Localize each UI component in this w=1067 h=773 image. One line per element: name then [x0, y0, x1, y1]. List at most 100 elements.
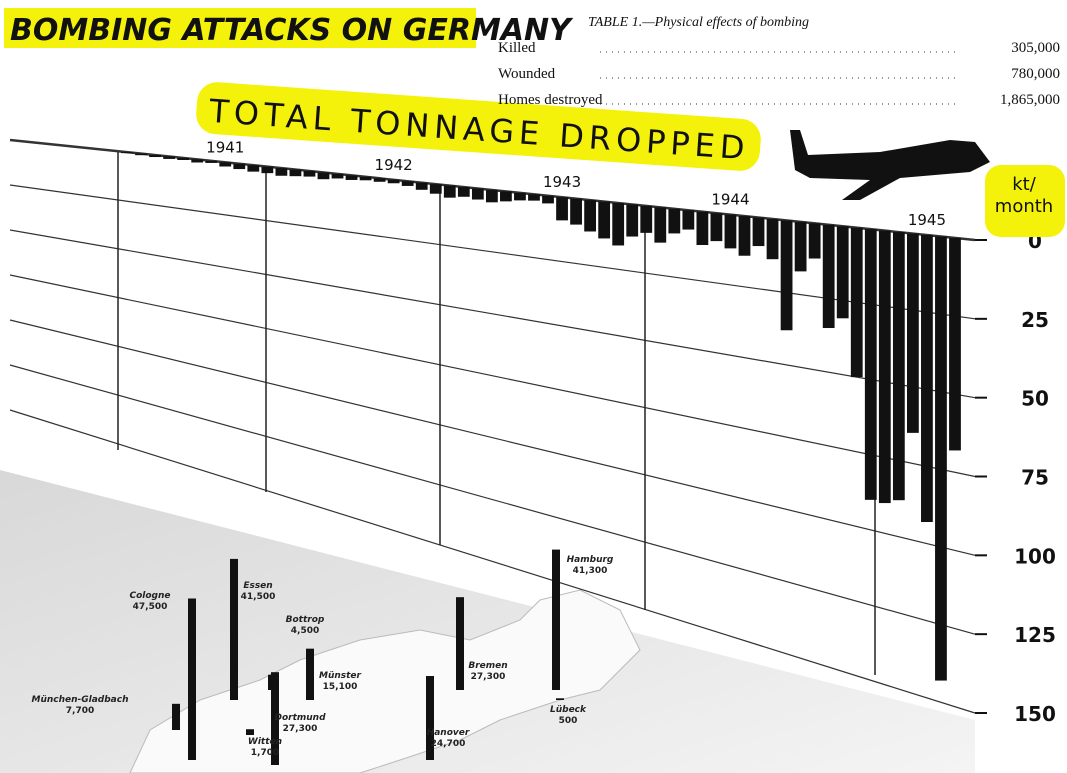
bar [626, 204, 639, 237]
bars: 1941 1942 1943 1944 1945 [121, 138, 961, 681]
bar [331, 173, 344, 179]
bar [878, 230, 891, 504]
city-name: Lübeck [550, 705, 587, 715]
city-name: Münster [319, 671, 362, 681]
grid-line [9, 184, 976, 320]
bar [864, 229, 877, 500]
bar [289, 169, 302, 177]
bar [949, 237, 961, 451]
city-name: Witten [248, 737, 282, 747]
bar [514, 192, 526, 201]
bar [205, 160, 218, 163]
city-value: 15,100 [323, 682, 358, 692]
bar [177, 157, 190, 160]
y-axis-label: kt/month [995, 174, 1053, 217]
city-column [456, 597, 464, 690]
bar [317, 172, 330, 180]
city-name: München-Gladbach [31, 695, 128, 705]
city-column [306, 648, 314, 700]
bar [121, 152, 133, 154]
bar [654, 207, 667, 243]
city-column [552, 549, 560, 690]
table-row-label: Wounded [498, 66, 556, 82]
city-name: Bottrop [286, 615, 325, 625]
bar [724, 214, 737, 249]
bar [808, 223, 821, 259]
bar [612, 203, 625, 246]
city-value: 500 [559, 716, 578, 726]
bar [668, 208, 681, 234]
city-column [426, 676, 434, 760]
bar [906, 233, 919, 433]
city-value: 27,300 [471, 672, 506, 682]
bar [247, 165, 260, 172]
city-value: 4,500 [291, 626, 319, 636]
city-column [246, 729, 254, 735]
bar [892, 232, 905, 501]
grid-line [9, 274, 976, 478]
year-label: 1942 [375, 156, 413, 174]
bar [457, 187, 470, 197]
subtitle-group: TOTAL TONNAGE DROPPED [196, 82, 761, 171]
year-label: 1941 [206, 138, 244, 156]
bar [542, 195, 554, 204]
bar [822, 224, 835, 329]
table-title: TABLE 1.—Physical effects of bombing [588, 15, 809, 30]
bar [163, 156, 176, 159]
bar [766, 219, 779, 260]
subtitle-highlight [196, 82, 761, 171]
bar [528, 194, 540, 201]
bar [710, 213, 723, 242]
table-row-value: 780,000 [1011, 66, 1060, 82]
unit-highlight [985, 165, 1065, 237]
bar [443, 185, 456, 198]
city-name: Cologne [129, 591, 170, 601]
year-label: 1943 [543, 173, 581, 191]
bar [345, 175, 358, 180]
y-tick-label: 125 [1014, 623, 1056, 647]
bar [640, 205, 653, 233]
y-tick-label: 100 [1014, 544, 1056, 568]
bar [738, 216, 751, 256]
city-column [188, 598, 196, 760]
bar [780, 220, 793, 331]
city-name: Hamburg [567, 555, 614, 565]
bar [275, 168, 288, 176]
table-row-label: Homes destroyed [498, 92, 603, 108]
map-background [0, 470, 975, 773]
bar [387, 179, 400, 184]
city-name: Essen [243, 581, 272, 591]
city-value: 7,700 [66, 706, 94, 716]
airplane [790, 130, 990, 200]
bar [921, 235, 933, 523]
city-column [172, 703, 180, 730]
bar [836, 226, 849, 319]
bar [219, 162, 232, 167]
year-label: 1944 [711, 191, 749, 209]
y-tick-label: 50 [1021, 387, 1049, 411]
bar [233, 163, 246, 170]
bar [135, 153, 147, 156]
bar [556, 197, 568, 221]
bar [682, 210, 695, 230]
city-column [271, 672, 279, 765]
city-name: Dortmund [274, 713, 326, 723]
year-label: 1945 [908, 211, 946, 229]
title-highlight [4, 8, 476, 48]
bar [935, 236, 947, 681]
bar [303, 171, 316, 177]
bar [359, 176, 372, 181]
grid-line [9, 364, 976, 635]
city-value: 47,500 [133, 602, 168, 612]
bar [696, 211, 709, 246]
bar [500, 191, 512, 202]
bar [752, 217, 765, 247]
grid-line [9, 319, 976, 556]
table-row-value: 305,000 [1011, 40, 1060, 56]
bar [794, 221, 807, 272]
chart-title: BOMBING ATTACKS ON GERMANY [10, 13, 574, 48]
bar [415, 182, 428, 190]
bar [261, 166, 274, 174]
